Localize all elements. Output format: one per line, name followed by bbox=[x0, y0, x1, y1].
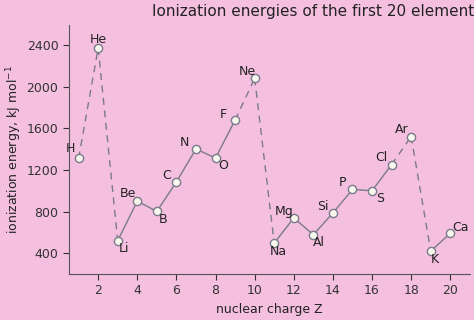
Text: Mg: Mg bbox=[274, 205, 293, 218]
Text: He: He bbox=[90, 33, 107, 46]
Text: C: C bbox=[162, 169, 171, 181]
X-axis label: nuclear charge Z: nuclear charge Z bbox=[216, 303, 323, 316]
Text: K: K bbox=[430, 253, 438, 266]
Text: F: F bbox=[220, 108, 227, 121]
Text: Ca: Ca bbox=[452, 220, 468, 234]
Point bbox=[427, 249, 435, 254]
Point bbox=[447, 231, 454, 236]
Point bbox=[407, 134, 415, 139]
Point bbox=[94, 46, 102, 51]
Text: Li: Li bbox=[118, 243, 129, 255]
Text: B: B bbox=[158, 213, 167, 226]
Text: Na: Na bbox=[270, 245, 287, 258]
Point bbox=[192, 147, 200, 152]
Point bbox=[153, 209, 161, 214]
Point bbox=[388, 162, 395, 167]
Point bbox=[368, 188, 376, 193]
Point bbox=[290, 215, 298, 220]
Point bbox=[114, 238, 121, 243]
Text: Be: Be bbox=[119, 187, 136, 200]
Text: Ne: Ne bbox=[238, 65, 255, 78]
Text: Cl: Cl bbox=[376, 151, 388, 164]
Point bbox=[75, 156, 82, 161]
Text: O: O bbox=[219, 159, 228, 172]
Text: Si: Si bbox=[318, 200, 329, 213]
Text: Al: Al bbox=[313, 236, 325, 249]
Y-axis label: ionization energy, kJ mol$^{-1}$: ionization energy, kJ mol$^{-1}$ bbox=[4, 65, 24, 234]
Point bbox=[310, 232, 317, 237]
Text: Ar: Ar bbox=[394, 123, 408, 136]
Point bbox=[212, 156, 219, 161]
Text: H: H bbox=[66, 142, 75, 156]
Point bbox=[134, 199, 141, 204]
Text: N: N bbox=[180, 136, 189, 149]
Text: S: S bbox=[376, 191, 384, 204]
Point bbox=[349, 187, 356, 192]
Point bbox=[271, 241, 278, 246]
Point bbox=[251, 76, 258, 81]
Point bbox=[231, 117, 239, 123]
Text: P: P bbox=[339, 176, 346, 189]
Point bbox=[329, 211, 337, 216]
Title: Ionization energies of the first 20 elements: Ionization energies of the first 20 elem… bbox=[152, 4, 474, 19]
Point bbox=[173, 179, 180, 184]
